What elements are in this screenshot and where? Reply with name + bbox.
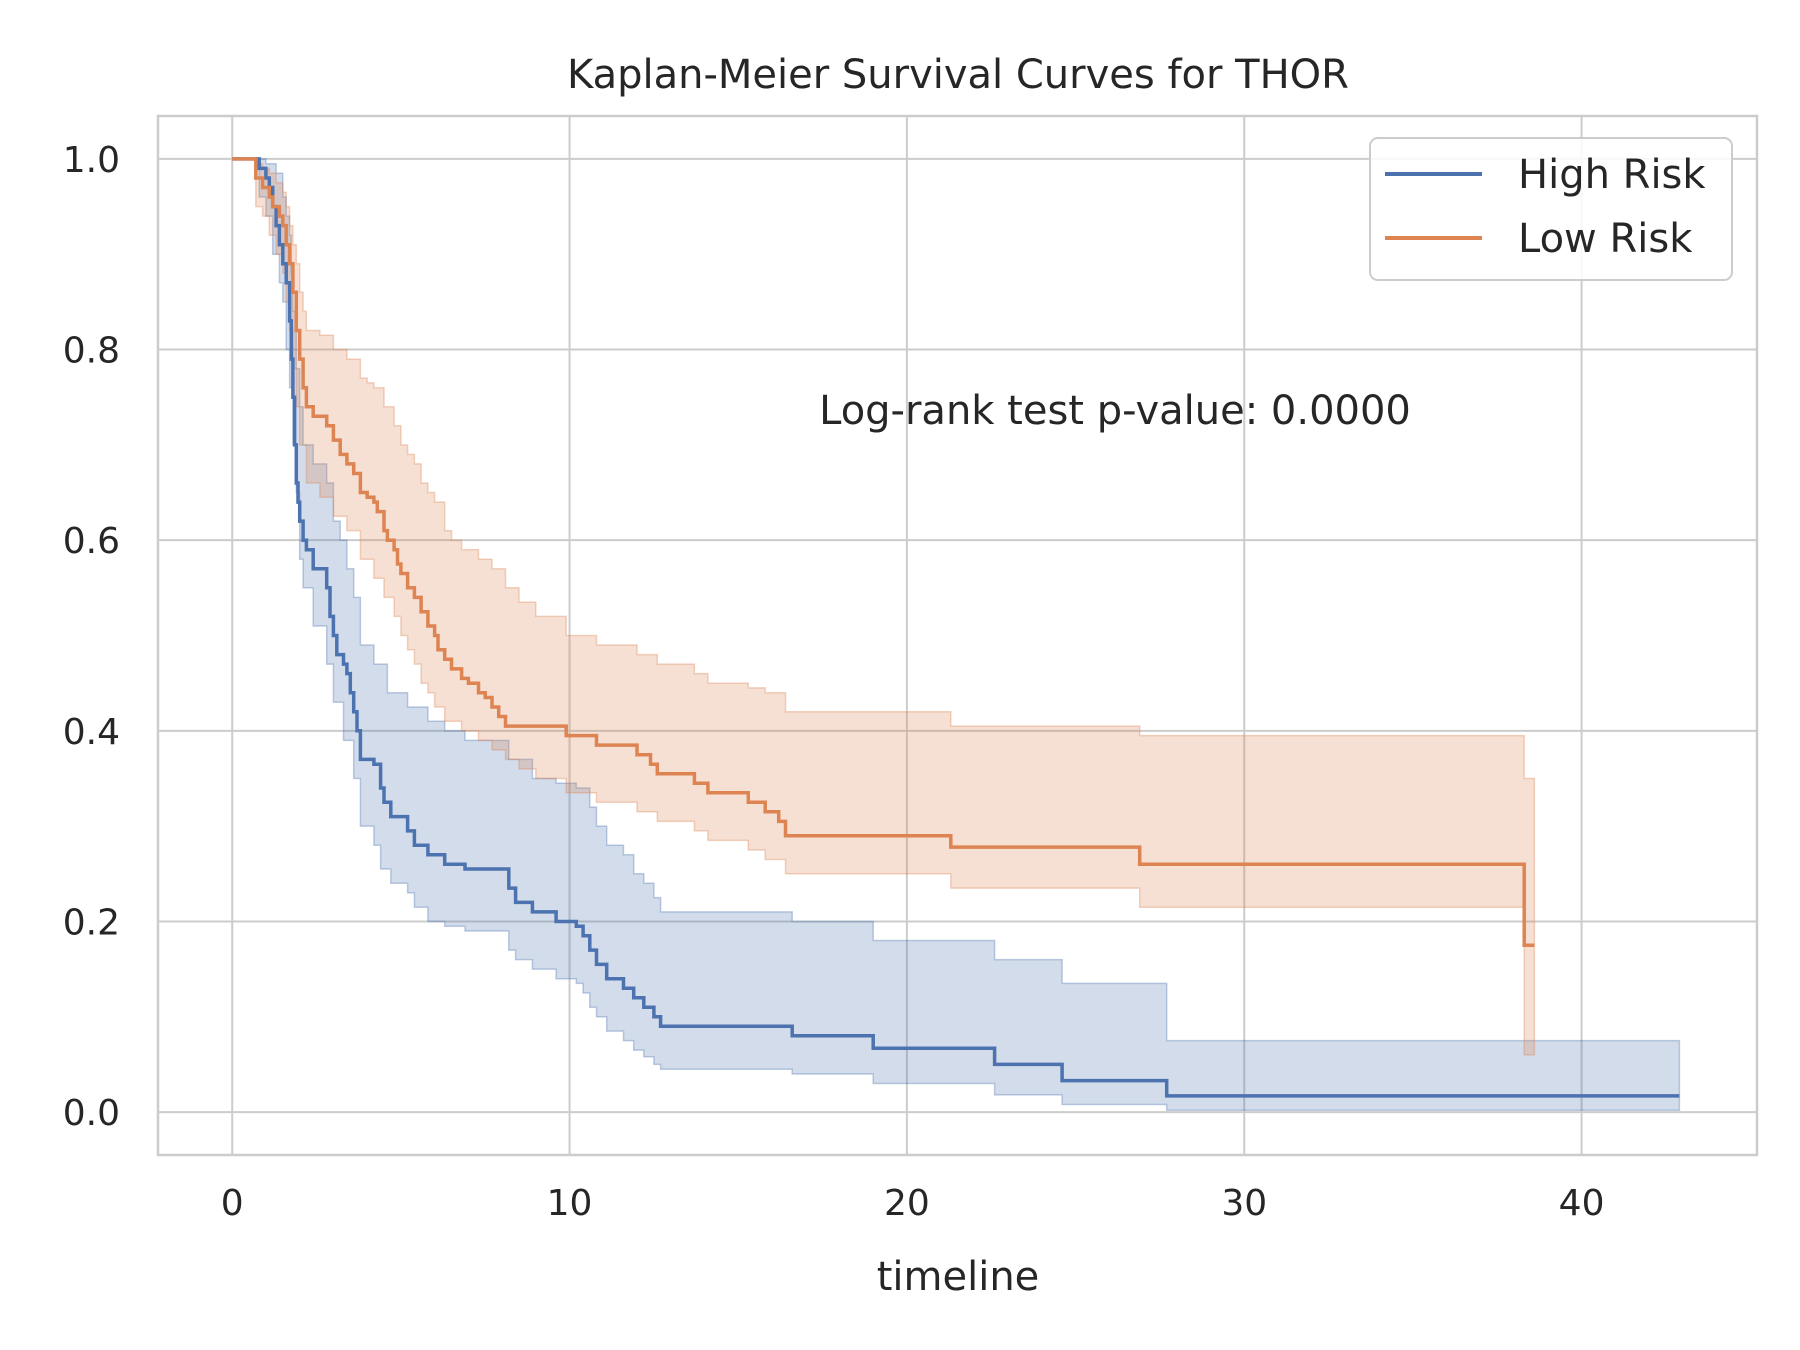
x-tick-label: 20 bbox=[884, 1183, 930, 1224]
x-tick-label: 0 bbox=[221, 1183, 244, 1224]
y-axis-ticks: 0.0 0.2 0.4 0.6 0.8 1.0 bbox=[63, 140, 120, 1134]
y-tick-label: 0.6 bbox=[63, 521, 120, 562]
y-tick-label: 1.0 bbox=[63, 140, 120, 181]
x-tick-label: 10 bbox=[547, 1183, 593, 1224]
survival-line-low-risk bbox=[232, 157, 1535, 948]
plot-frame bbox=[156, 114, 1759, 1157]
ci-band-high-risk bbox=[232, 158, 1681, 1111]
chart-title: Kaplan-Meier Survival Curves for THOR bbox=[567, 52, 1349, 98]
y-tick-label: 0.8 bbox=[63, 331, 120, 372]
legend: High Risk Low Risk bbox=[1369, 137, 1733, 281]
x-axis-label: timeline bbox=[877, 1254, 1040, 1300]
survival-curves bbox=[232, 157, 1680, 1098]
y-tick-label: 0.4 bbox=[63, 712, 120, 753]
x-tick-label: 40 bbox=[1559, 1183, 1605, 1224]
x-axis-ticks: 0 10 20 30 40 bbox=[221, 1183, 1605, 1224]
legend-label-high-risk: High Risk bbox=[1518, 152, 1706, 198]
logrank-annotation: Log-rank test p-value: 0.0000 bbox=[819, 388, 1411, 434]
survival-line-high-risk bbox=[232, 157, 1680, 1098]
legend-label-low-risk: Low Risk bbox=[1518, 216, 1693, 262]
y-tick-label: 0.2 bbox=[63, 902, 120, 943]
ci-band-low-risk bbox=[232, 158, 1536, 1056]
x-tick-label: 30 bbox=[1221, 1183, 1267, 1224]
confidence-bands bbox=[232, 158, 1681, 1111]
y-tick-label: 0.0 bbox=[63, 1093, 120, 1134]
